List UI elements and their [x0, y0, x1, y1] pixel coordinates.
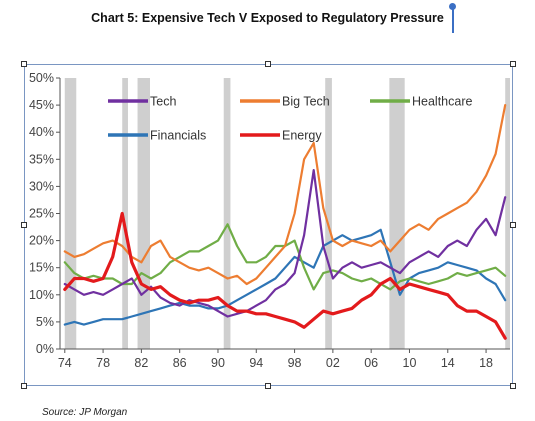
- x-tick-label: 98: [288, 356, 302, 370]
- resize-handle-bottom-left[interactable]: [21, 383, 27, 389]
- legend-label-healthcare: Healthcare: [412, 95, 472, 109]
- x-tick-label: 78: [96, 356, 110, 370]
- chart-title: Chart 5: Expensive Tech V Exposed to Reg…: [91, 11, 444, 25]
- y-tick-label: 40%: [29, 125, 54, 139]
- resize-handle-right[interactable]: [510, 222, 516, 228]
- x-tick-label: 02: [326, 356, 340, 370]
- y-tick-label: 15%: [29, 261, 54, 275]
- text-cursor-icon: [452, 7, 454, 33]
- resize-handle-left[interactable]: [21, 222, 27, 228]
- x-tick-label: 74: [58, 356, 72, 370]
- recession-band-3: [223, 78, 231, 349]
- x-tick-label: 14: [441, 356, 455, 370]
- resize-handle-bottom[interactable]: [265, 383, 271, 389]
- y-tick-label: 5%: [36, 315, 54, 329]
- legend-label-tech: Tech: [150, 95, 176, 109]
- y-tick-label: 35%: [29, 152, 54, 166]
- x-tick-label: 10: [403, 356, 417, 370]
- y-tick-label: 30%: [29, 179, 54, 193]
- resize-handle-top-right[interactable]: [510, 61, 516, 67]
- resize-handle-top[interactable]: [265, 61, 271, 67]
- recession-band-1: [122, 78, 128, 349]
- x-tick-label: 18: [479, 356, 493, 370]
- x-tick-label: 86: [173, 356, 187, 370]
- x-tick-label: 06: [364, 356, 378, 370]
- y-tick-label: 10%: [29, 288, 54, 302]
- recession-band-2: [137, 78, 150, 349]
- series-line-financials: [63, 228, 507, 326]
- recession-band-0: [64, 78, 77, 349]
- y-tick-label: 45%: [29, 98, 54, 112]
- legend-label-financials: Financials: [150, 129, 206, 143]
- legend-label-energy: Energy: [282, 129, 322, 143]
- chart-source: Source: JP Morgan: [42, 407, 128, 418]
- text-cursor-handle-icon[interactable]: [449, 3, 456, 10]
- x-tick-label: 94: [249, 356, 263, 370]
- y-tick-label: 20%: [29, 234, 54, 248]
- recession-band-4: [325, 78, 332, 349]
- y-tick-label: 25%: [29, 207, 54, 221]
- resize-handle-bottom-right[interactable]: [510, 383, 516, 389]
- legend-label-big-tech: Big Tech: [282, 95, 330, 109]
- resize-handle-top-left[interactable]: [21, 61, 27, 67]
- y-tick-label: 0%: [36, 342, 54, 356]
- series-line-big-tech: [63, 103, 507, 286]
- series-line-tech: [63, 169, 507, 318]
- recession-band-5: [389, 78, 405, 349]
- y-tick-label: 50%: [29, 71, 54, 85]
- series-line-energy: [63, 211, 507, 340]
- x-tick-label: 82: [134, 356, 148, 370]
- x-tick-label: 90: [211, 356, 225, 370]
- recession-band-6: [505, 78, 510, 349]
